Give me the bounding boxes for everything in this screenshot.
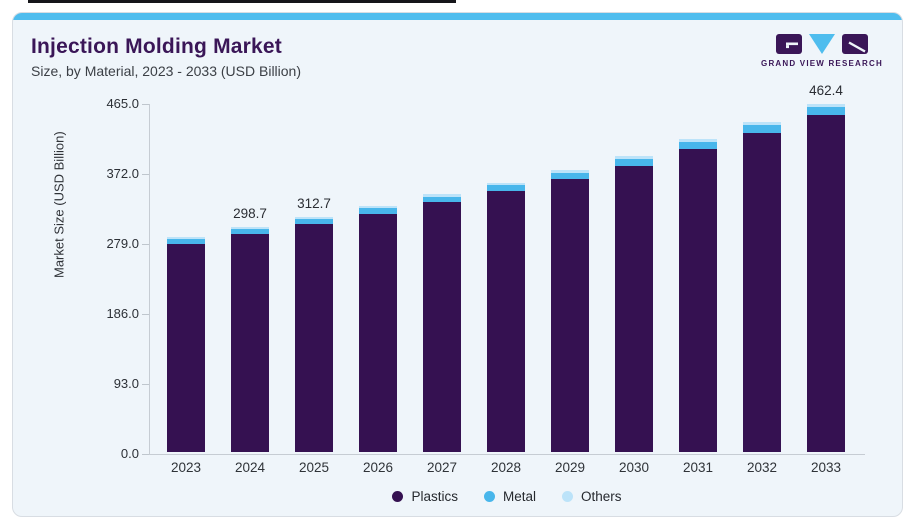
bar-segment-metal: [359, 208, 397, 214]
y-axis-title: Market Size (USD Billion): [51, 131, 67, 278]
bar-2030: [615, 156, 653, 452]
card-accent-bar: [13, 13, 902, 20]
bar-value-label: 462.4: [809, 82, 843, 98]
bar-2023: [167, 237, 205, 452]
y-axis-line: [149, 104, 150, 454]
legend-dot-icon: [483, 491, 495, 502]
bar-2033: 462.4: [807, 83, 845, 452]
bar-segment-others: [487, 182, 525, 186]
y-tick-mark: [142, 454, 149, 455]
bar-segment-others: [167, 237, 205, 240]
grand-view-research-logo: GRAND VIEW RESEARCH: [758, 33, 886, 68]
bar-2027: [423, 194, 461, 452]
bar-segment-plastics: [423, 202, 461, 452]
x-tick-label: 2028: [490, 460, 522, 475]
bar-segment-plastics: [231, 234, 269, 452]
legend-dot-icon: [392, 491, 404, 502]
chart-subtitle: Size, by Material, 2023 - 2033 (USD Bill…: [31, 63, 302, 79]
bar-segment-plastics: [487, 191, 525, 452]
bar-segment-metal: [487, 185, 525, 192]
y-tick-label: 279.0: [106, 236, 139, 251]
bar-2024: 298.7: [231, 206, 269, 452]
y-tick-mark: [142, 104, 149, 105]
bar-segment-metal: [167, 239, 205, 245]
gvr-logo-mark-icon: [776, 34, 868, 54]
x-tick-label: 2025: [298, 460, 330, 475]
bar-segment-others: [743, 122, 781, 126]
y-tick-label: 186.0: [106, 306, 139, 321]
bar-segment-metal: [423, 196, 461, 203]
bar-segment-others: [295, 216, 333, 219]
x-tick-label: 2029: [554, 460, 586, 475]
x-tick-label: 2032: [746, 460, 778, 475]
bar-segment-metal: [551, 173, 589, 180]
x-tick-label: 2024: [234, 460, 266, 475]
y-tick-mark: [142, 314, 149, 315]
x-axis-line: [149, 454, 865, 455]
y-tick-label: 93.0: [113, 376, 139, 391]
bar-2032: [743, 122, 781, 452]
bar-segment-others: [359, 205, 397, 209]
legend-label: Metal: [502, 489, 536, 504]
chart-title: Injection Molding Market: [31, 35, 282, 58]
y-tick-label: 0.0: [120, 446, 139, 461]
top-border-line: [28, 0, 456, 3]
bar-segment-metal: [743, 125, 781, 133]
bar-segment-metal: [615, 159, 653, 166]
bar-segment-plastics: [679, 148, 717, 452]
bar-segment-metal: [679, 142, 717, 149]
bar-segment-metal: [231, 229, 269, 235]
x-tick-label: 2023: [170, 460, 202, 475]
bar-segment-plastics: [295, 224, 333, 452]
bar-2028: [487, 182, 525, 452]
bar-segment-others: [679, 138, 717, 143]
bar-2029: [551, 170, 589, 452]
bar-segment-plastics: [807, 115, 845, 452]
bar-2025: 312.7: [295, 196, 333, 452]
legend-dot-icon: [562, 491, 573, 502]
bar-2026: [359, 205, 397, 452]
y-tick-mark: [142, 174, 149, 175]
bar-segment-plastics: [551, 179, 589, 452]
bar-value-label: 312.7: [297, 195, 331, 211]
bar-segment-others: [231, 227, 269, 230]
x-tick-label: 2031: [682, 460, 714, 475]
bar-segment-plastics: [615, 165, 653, 452]
bar-segment-plastics: [167, 244, 205, 452]
bar-segment-others: [551, 170, 589, 174]
y-tick-label: 465.0: [106, 96, 139, 111]
legend: Plastics Metal Others: [149, 489, 865, 504]
bar-segment-metal: [295, 218, 333, 225]
bar-value-label: 298.7: [233, 206, 267, 222]
legend-label: Others: [581, 489, 622, 504]
bar-segment-plastics: [359, 213, 397, 452]
x-tick-label: 2033: [810, 460, 842, 475]
bar-2031: [679, 138, 717, 452]
x-tick-label: 2030: [618, 460, 650, 475]
legend-item-others: Others: [562, 489, 622, 504]
legend-item-plastics: Plastics: [392, 489, 458, 504]
logo-caption: GRAND VIEW RESEARCH: [761, 59, 883, 68]
y-tick-label: 372.0: [106, 166, 139, 181]
x-tick-label: 2026: [362, 460, 394, 475]
bar-segment-others: [807, 103, 845, 108]
bar-segment-others: [423, 194, 461, 197]
bar-segment-others: [615, 156, 653, 160]
y-tick-mark: [142, 384, 149, 385]
x-tick-label: 2027: [426, 460, 458, 475]
y-tick-mark: [142, 244, 149, 245]
bar-segment-plastics: [743, 132, 781, 452]
chart-card: Injection Molding Market Size, by Materi…: [12, 12, 903, 517]
legend-item-metal: Metal: [483, 489, 536, 504]
bar-segment-metal: [807, 107, 845, 116]
legend-label: Plastics: [411, 489, 458, 504]
